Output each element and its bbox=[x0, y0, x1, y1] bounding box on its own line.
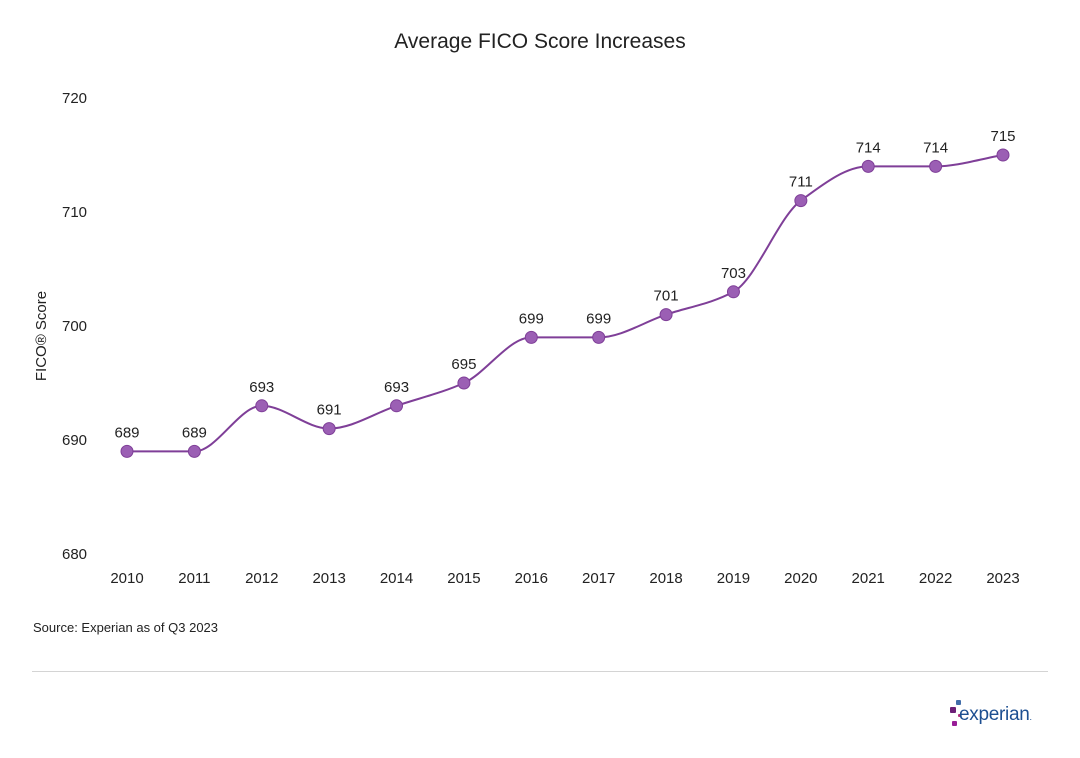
data-label: 695 bbox=[451, 356, 476, 373]
y-tick-label: 700 bbox=[62, 318, 87, 335]
data-point bbox=[861, 159, 875, 173]
x-tick-label: 2023 bbox=[986, 570, 1019, 587]
data-point bbox=[592, 330, 606, 344]
x-tick-label: 2015 bbox=[447, 570, 480, 587]
data-label: 699 bbox=[519, 310, 544, 327]
x-tick-label: 2021 bbox=[852, 570, 885, 587]
x-tick-labels: 2010 2011 2012 2013 2014 2015 2016 2017 2018 2019… bbox=[110, 570, 1019, 587]
logo-dots-icon bbox=[950, 700, 961, 726]
data-label: 691 bbox=[317, 402, 342, 419]
x-tick-label: 2014 bbox=[380, 570, 413, 587]
experian-logo: experian. bbox=[948, 698, 1048, 732]
x-tick-label: 2013 bbox=[312, 570, 345, 587]
x-tick-label: 2012 bbox=[245, 570, 278, 587]
data-point bbox=[726, 285, 740, 299]
logo-dot bbox=[950, 707, 956, 713]
data-point bbox=[794, 194, 808, 208]
data-point bbox=[524, 330, 538, 344]
data-label: 689 bbox=[182, 424, 207, 441]
x-tick-label: 2020 bbox=[784, 570, 817, 587]
data-label: 693 bbox=[384, 379, 409, 396]
x-tick-label: 2011 bbox=[178, 570, 210, 587]
y-tick-labels: 680 690 700 710 720 bbox=[62, 90, 87, 563]
data-label: 689 bbox=[114, 424, 139, 441]
logo-dot bbox=[958, 714, 961, 717]
data-label: 714 bbox=[923, 139, 948, 156]
data-label: 701 bbox=[654, 288, 679, 305]
data-label: 714 bbox=[856, 139, 881, 156]
data-points bbox=[120, 148, 1010, 458]
y-tick-label: 680 bbox=[62, 546, 87, 563]
data-label: 711 bbox=[789, 174, 813, 191]
logo-wordmark: experian. bbox=[959, 704, 1032, 726]
data-point bbox=[929, 159, 943, 173]
x-tick-label: 2019 bbox=[717, 570, 750, 587]
data-point bbox=[996, 148, 1010, 162]
x-tick-label: 2016 bbox=[515, 570, 548, 587]
y-tick-label: 690 bbox=[62, 432, 87, 449]
data-label: 699 bbox=[586, 310, 611, 327]
data-point bbox=[390, 399, 404, 413]
data-labels: 689 689 693 691 693 695 699 699 701 703 711 714 714 7… bbox=[114, 128, 1015, 441]
divider bbox=[32, 671, 1048, 672]
data-point bbox=[120, 444, 134, 458]
logo-trademark: . bbox=[1029, 712, 1032, 722]
line-chart: FICO® Score 680 690 700 710 720 2010 2011 2012… bbox=[33, 90, 1020, 587]
source-note: Source: Experian as of Q3 2023 bbox=[33, 620, 219, 635]
y-axis-title-group: FICO® Score bbox=[33, 291, 50, 381]
data-point bbox=[255, 399, 269, 413]
data-label: 715 bbox=[990, 128, 1015, 145]
y-tick-label: 710 bbox=[62, 204, 87, 221]
x-tick-label: 2017 bbox=[582, 570, 615, 587]
x-tick-label: 2022 bbox=[919, 570, 952, 587]
y-axis-title: FICO® Score bbox=[33, 291, 50, 381]
data-point bbox=[659, 308, 673, 322]
data-point bbox=[322, 422, 336, 436]
chart-title: Average FICO Score Increases bbox=[394, 30, 686, 53]
data-label: 703 bbox=[721, 265, 746, 282]
y-tick-label: 720 bbox=[62, 90, 87, 107]
data-label: 693 bbox=[249, 379, 274, 396]
data-point bbox=[457, 376, 471, 390]
logo-word: experian bbox=[959, 704, 1030, 725]
x-tick-label: 2010 bbox=[110, 570, 143, 587]
data-point bbox=[187, 444, 201, 458]
logo-dot bbox=[956, 700, 961, 705]
logo-dot bbox=[952, 721, 957, 726]
x-tick-label: 2018 bbox=[649, 570, 682, 587]
